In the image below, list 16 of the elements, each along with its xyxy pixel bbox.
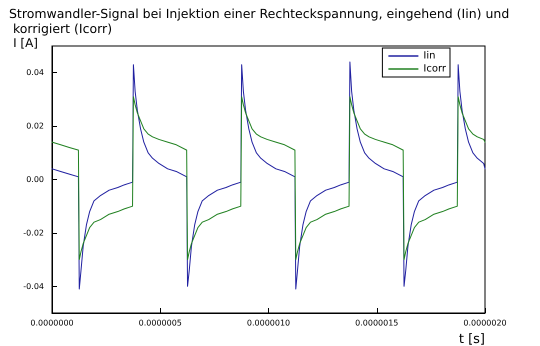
y-tick-label: -0.02 (23, 228, 44, 238)
y-axis-title: I [A] (13, 36, 38, 50)
x-tick-label: 0.0000015 (355, 318, 398, 328)
x-tick-label: 0.0000000 (30, 318, 74, 328)
line-series (52, 96, 486, 260)
x-tick-label: 0.0000020 (463, 318, 507, 328)
legend-label: Iin (423, 50, 436, 62)
y-tick-label: 0.02 (26, 122, 44, 131)
y-tick-label: 0.00 (26, 175, 44, 184)
y-tick-label: -0.04 (23, 282, 44, 291)
x-axis-title: t [s] (458, 332, 485, 346)
y-tick-label: 0.04 (26, 68, 44, 78)
legend-label: Icorr (423, 64, 447, 74)
chart-title: Stromwandler-Signal bei Injektion einer Rechteckspannung, eingehend (Iin) und korrigiert (Icorr) (9, 6, 510, 36)
x-tick-label: 0.0000005 (138, 318, 182, 328)
x-tick-label: 0.0000010 (246, 318, 290, 328)
